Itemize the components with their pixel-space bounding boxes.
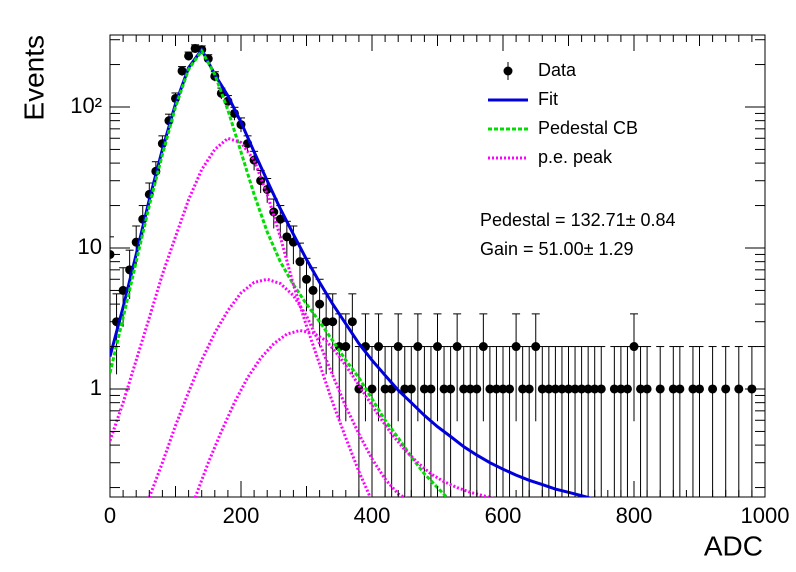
data-point [577,384,587,394]
x-tick-label: 400 [354,503,391,528]
data-point [629,342,639,352]
legend-label: Data [538,60,577,80]
y-tick-label: 10² [70,93,102,118]
data-point [295,257,305,267]
data-point [419,384,429,394]
x-tick-label: 200 [223,503,260,528]
data-point [708,384,718,394]
data-point [518,384,528,394]
data-point [321,317,331,327]
data-point [367,384,377,394]
data-point [341,342,351,352]
legend-label: p.e. peak [538,147,613,167]
data-point [478,342,488,352]
data-point [275,214,285,224]
data-point [511,342,521,352]
data-point [413,342,423,352]
x-axis-title: ADC [704,530,763,561]
data-point [642,384,652,394]
data-point [282,232,292,242]
data-point [380,384,390,394]
data-point [596,384,606,394]
data-point [426,384,436,394]
y-axis-title: Events [18,35,49,121]
y-tick-label: 10 [78,234,102,259]
legend-label: Fit [538,89,558,109]
data-point [531,342,541,352]
data-point [459,384,469,394]
data-point [688,384,698,394]
curve [110,46,592,497]
data-point [302,274,311,284]
data-point [328,317,338,327]
data-point [269,207,279,217]
data-point [452,342,462,352]
data-point [636,384,646,394]
data-point [544,384,554,394]
data-point [550,384,560,394]
annotation: Pedestal = 132.71± 0.84 [480,210,676,230]
data-point [446,384,456,394]
legend-label: Pedestal CB [538,118,638,138]
data-point [315,299,325,309]
data-point [472,384,482,394]
data-point [177,66,187,76]
data-point [609,384,619,394]
data-point [622,384,632,394]
curve [193,328,494,497]
curve [147,277,407,497]
curve [110,48,449,497]
data-point [347,317,357,327]
data-point [505,384,515,394]
data-point [557,384,567,394]
data-point [721,384,731,394]
data-point [537,384,547,394]
data-point [583,384,593,394]
data-point [433,342,442,352]
data-point [308,285,318,295]
data-point [334,342,344,352]
data-point [485,384,495,394]
data-point [564,384,573,394]
data-point [374,342,384,352]
data-point [465,384,475,394]
data-point [695,384,704,394]
data-point [184,51,194,61]
data-point [616,384,626,394]
data-point [570,384,580,394]
data-point [524,384,534,394]
x-tick-label: 1000 [741,503,790,528]
plot-area [110,43,757,497]
data-point [734,384,744,394]
data-point [590,384,600,394]
x-tick-label: 600 [485,503,522,528]
x-tick-label: 800 [616,503,653,528]
data-point [668,384,678,394]
data-point [655,384,665,394]
data-point [491,384,501,394]
x-tick-label: 0 [104,503,116,528]
curve [110,136,372,497]
data-point [675,384,685,394]
annotation: Gain = 51.00± 1.29 [480,239,634,259]
data-point [439,384,449,394]
y-tick-label: 1 [90,375,102,400]
data-point [393,342,403,352]
data-point [406,384,416,394]
data-point [498,384,508,394]
data-point [400,384,410,394]
legend-marker [503,66,513,76]
